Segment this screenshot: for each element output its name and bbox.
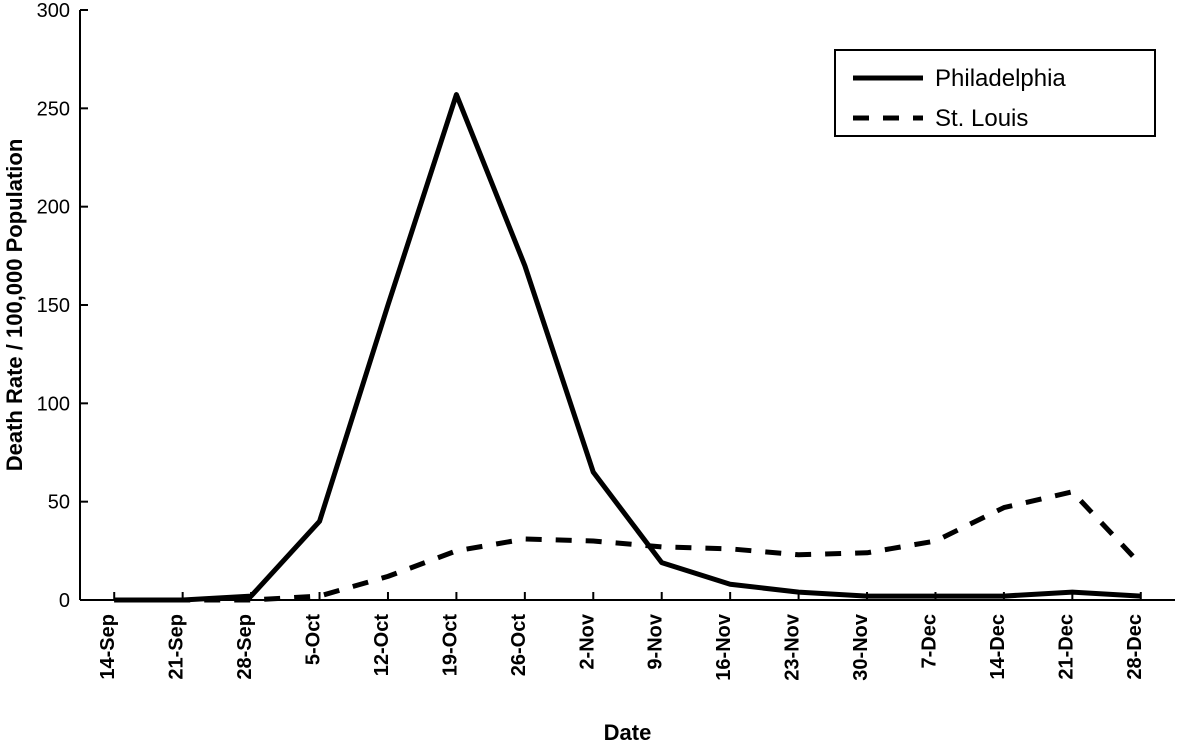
- x-tick-label: 19-Oct: [439, 614, 461, 677]
- x-tick-label: 12-Oct: [371, 614, 393, 677]
- x-tick-label: 14-Dec: [987, 614, 1009, 680]
- y-tick-label: 300: [37, 0, 70, 22]
- series-st-louis: [114, 492, 1141, 600]
- death-rate-chart: 0 50 100 150 200 250 300 14-Sep 21-Sep 28-Sep 5-Oc…: [0, 0, 1200, 754]
- x-tick-label: 7-Dec: [918, 614, 940, 668]
- x-tick-label: 9-Nov: [645, 613, 667, 669]
- y-tick-label: 150: [37, 295, 70, 317]
- x-tick-label: 16-Nov: [713, 613, 735, 681]
- legend-label: Philadelphia: [935, 65, 1066, 92]
- y-axis-label: Death Rate / 100,000 Population: [2, 139, 27, 472]
- y-tick-label: 50: [48, 492, 70, 514]
- x-tick-label: 28-Dec: [1124, 614, 1146, 680]
- x-tick-label: 2-Nov: [576, 613, 598, 669]
- y-tick-label: 0: [59, 590, 70, 612]
- x-tick-label: 28-Sep: [234, 614, 256, 680]
- x-tick-label: 14-Sep: [97, 614, 119, 680]
- legend-label: St. Louis: [935, 105, 1028, 132]
- x-axis-label: Date: [604, 720, 652, 745]
- x-tick-label: 30-Nov: [850, 613, 872, 681]
- x-tick-label: 26-Oct: [508, 614, 530, 677]
- y-tick-label: 250: [37, 98, 70, 120]
- x-tick-label: 21-Sep: [166, 614, 188, 680]
- x-tick-label: 5-Oct: [303, 614, 325, 665]
- series-philadelphia: [114, 95, 1141, 600]
- y-tick-label: 200: [37, 197, 70, 219]
- y-tick-label: 100: [37, 393, 70, 415]
- x-tick-label: 23-Nov: [782, 613, 804, 681]
- x-tick-label: 21-Dec: [1055, 614, 1077, 680]
